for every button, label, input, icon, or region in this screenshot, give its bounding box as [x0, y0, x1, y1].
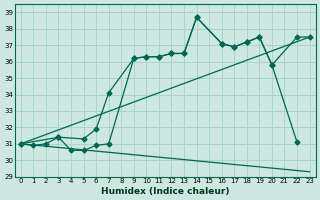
- X-axis label: Humidex (Indice chaleur): Humidex (Indice chaleur): [101, 187, 229, 196]
